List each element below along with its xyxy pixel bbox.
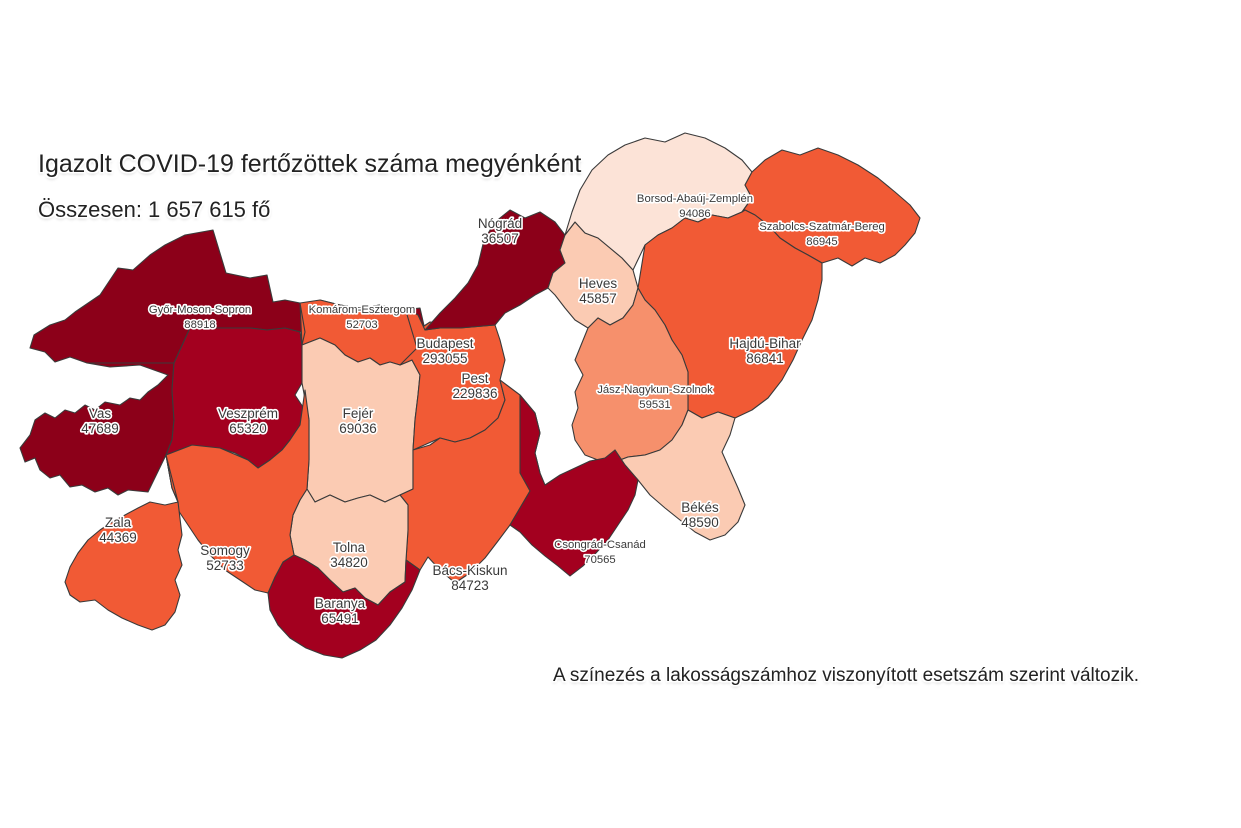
svg-text:Nógrád36507: Nógrád 36507	[478, 216, 522, 246]
svg-text:Somogy52733: Somogy 52733	[200, 543, 250, 573]
svg-text:Békés48590: Békés 48590	[681, 500, 719, 530]
svg-text:Tolna34820: Tolna 34820	[330, 540, 368, 570]
svg-text:Budapest293055: Budapest 293055	[416, 336, 473, 366]
svg-text:Fejér69036: Fejér 69036	[339, 406, 377, 436]
svg-text:Heves45857: Heves 45857	[579, 276, 618, 306]
svg-text:Baranya65491: Baranya 65491	[315, 596, 366, 626]
